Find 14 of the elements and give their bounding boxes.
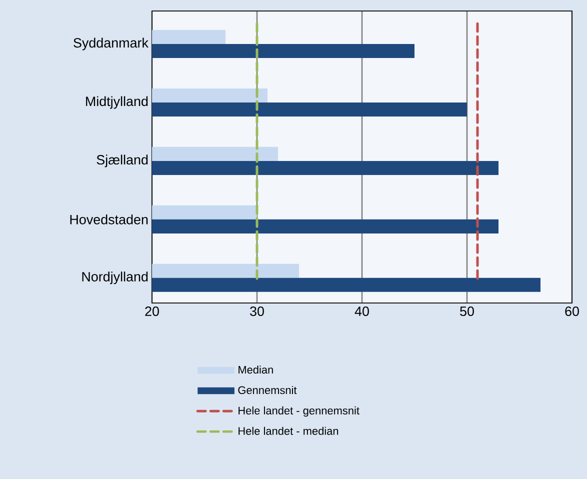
legend-label: Gennemsnit <box>238 386 297 394</box>
legend-label: Hele landet - gennemsnit <box>238 406 360 417</box>
legend-label: Median <box>238 366 273 374</box>
y-tick-label: Sjælland <box>96 154 148 168</box>
x-tick-label: 40 <box>354 306 369 316</box>
legend-label: Hele landet - median <box>238 426 338 435</box>
y-tick-label: Syddanmark <box>74 38 148 50</box>
x-tick-label: 60 <box>565 306 579 316</box>
x-tick-label: 30 <box>250 306 264 316</box>
y-tick-label: Nordjylland <box>82 272 148 284</box>
y-tick-label: Midtjylland <box>86 96 148 109</box>
y-tick-label: Hovedstaden <box>70 214 148 224</box>
x-tick-label: 20 <box>145 306 159 316</box>
x-tick-label: 50 <box>460 306 474 316</box>
